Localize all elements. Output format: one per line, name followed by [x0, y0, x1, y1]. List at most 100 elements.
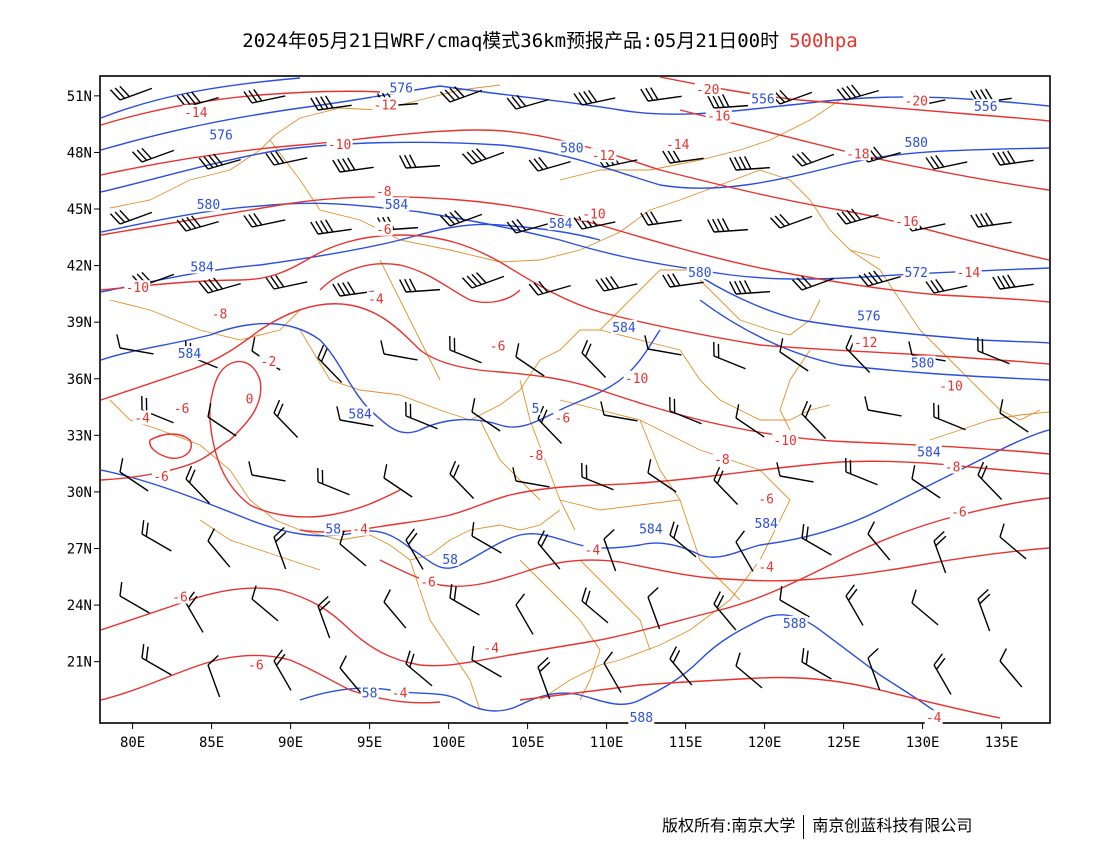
wind-barb-shaft	[845, 347, 871, 373]
wind-barb-shaft	[581, 352, 607, 378]
wind-barb-shaft	[977, 221, 1012, 228]
wind-barb-shaft	[603, 662, 622, 693]
wind-barb	[573, 90, 616, 106]
wind-barb-shaft	[933, 664, 952, 695]
wind-barb-shaft	[471, 659, 502, 678]
wind-barb	[977, 336, 1010, 365]
wind-barb	[791, 275, 835, 291]
geopotential-label-bg	[360, 685, 379, 700]
temperature-label-bg	[955, 265, 982, 280]
wind-barb-feather	[109, 89, 121, 101]
wind-barb-feather	[270, 152, 280, 165]
wind-barb-feather	[444, 213, 456, 225]
wind-barb-feather	[935, 657, 946, 670]
wind-barb-feather	[540, 534, 549, 548]
wind-barb	[399, 154, 440, 169]
wind-barb-shaft	[537, 542, 561, 570]
wind-barb	[647, 586, 661, 630]
wind-barb	[310, 95, 352, 111]
temperature-label-bg	[772, 432, 799, 447]
wind-barb	[707, 218, 748, 233]
temperature-label-bg	[938, 378, 965, 393]
wind-barb-feather	[275, 275, 285, 288]
geopotential-label: 5	[532, 402, 540, 417]
wind-barb-feather	[248, 90, 258, 103]
temperature-label-bg	[124, 280, 151, 295]
wind-barb-feather	[476, 272, 487, 284]
wind-barb-feather	[332, 283, 341, 297]
temperature-label: -6	[758, 492, 774, 507]
wind-barb	[911, 465, 941, 499]
wind-barb-feather	[977, 588, 989, 600]
wind-barb	[735, 404, 765, 438]
wind-barb-shaft	[251, 474, 286, 482]
wind-barb-feather	[449, 87, 460, 100]
temperature-label-bg	[374, 221, 393, 236]
temperature-label: -10	[126, 281, 149, 296]
wind-barb-feather	[538, 156, 549, 169]
wind-barb-feather	[581, 339, 589, 354]
wind-barb-shaft	[669, 281, 704, 288]
wind-barb	[198, 277, 241, 294]
wind-barb-feather	[867, 647, 879, 659]
wind-barb-shaft	[801, 537, 832, 556]
wind-barb-feather	[275, 653, 286, 666]
wind-barb-shaft	[845, 213, 879, 225]
wind-barb-feather	[253, 89, 263, 102]
wind-barb	[251, 585, 279, 622]
wind-barb-shaft	[317, 481, 350, 496]
wind-barb-feather	[734, 280, 742, 294]
wind-barb-feather	[198, 281, 209, 294]
temperature-label: -8	[376, 185, 392, 200]
wind-barb-shaft	[339, 166, 374, 173]
wind-barb-shaft	[713, 228, 748, 233]
wind-barb-feather	[985, 88, 994, 102]
wind-barb-feather	[141, 520, 145, 535]
wind-barb-feather	[114, 87, 126, 99]
wind-barb-feather	[925, 157, 935, 170]
temperature-label: -8	[945, 460, 961, 475]
wind-barb-feather	[181, 218, 192, 231]
wind-barb-feather	[516, 218, 527, 231]
title-main: 2024年05月21日WRF/cmaq模式36km预报产品:05月21日00时	[242, 30, 780, 52]
wind-barb-feather	[585, 590, 591, 605]
wind-barb	[528, 280, 571, 296]
wind-barb-shaft	[845, 595, 864, 626]
geopotential-label-bg	[388, 80, 415, 95]
wind-barb	[999, 523, 1027, 560]
geopotential-label: 576	[209, 128, 232, 143]
wind-barb-feather	[774, 215, 786, 227]
geopotential-label-bg	[686, 265, 713, 280]
temperature-label: -4	[483, 641, 499, 656]
wind-barb	[662, 149, 704, 164]
wind-barb-shaft	[515, 604, 534, 635]
wind-barb-feather	[191, 91, 201, 104]
wind-barb-feather	[347, 281, 356, 295]
wind-barb-feather	[342, 282, 351, 295]
geopotential-label: 584	[385, 198, 409, 213]
wind-barb-feather	[573, 217, 583, 230]
lon-tick-label: 115E	[669, 735, 703, 751]
wind-barb	[265, 151, 308, 166]
wind-barb	[858, 270, 901, 287]
wind-barb	[769, 213, 813, 229]
wind-barb-shaft	[999, 660, 1023, 688]
wind-barb-feather	[461, 153, 473, 165]
lat-tick-label: 21N	[67, 655, 92, 671]
geopotential-label-bg	[637, 521, 664, 536]
wind-barb	[515, 593, 534, 635]
wind-barb-feather	[791, 279, 803, 291]
wind-barb	[999, 399, 1029, 433]
geopotential-label-bg	[208, 127, 235, 142]
temperature-label: -6	[951, 506, 967, 521]
wind-barb-feather	[476, 148, 487, 160]
temperature-label: -16	[707, 110, 730, 125]
wind-barb-feather	[188, 469, 196, 483]
wind-barb-shaft	[603, 414, 638, 422]
lat-tick-label: 24N	[67, 598, 92, 614]
wind-barb-feather	[583, 91, 593, 104]
wind-barb-feather	[185, 465, 193, 480]
wind-barb-feather	[801, 151, 812, 164]
wind-barb-feather	[933, 530, 945, 542]
temperature-label: -14	[184, 106, 208, 121]
